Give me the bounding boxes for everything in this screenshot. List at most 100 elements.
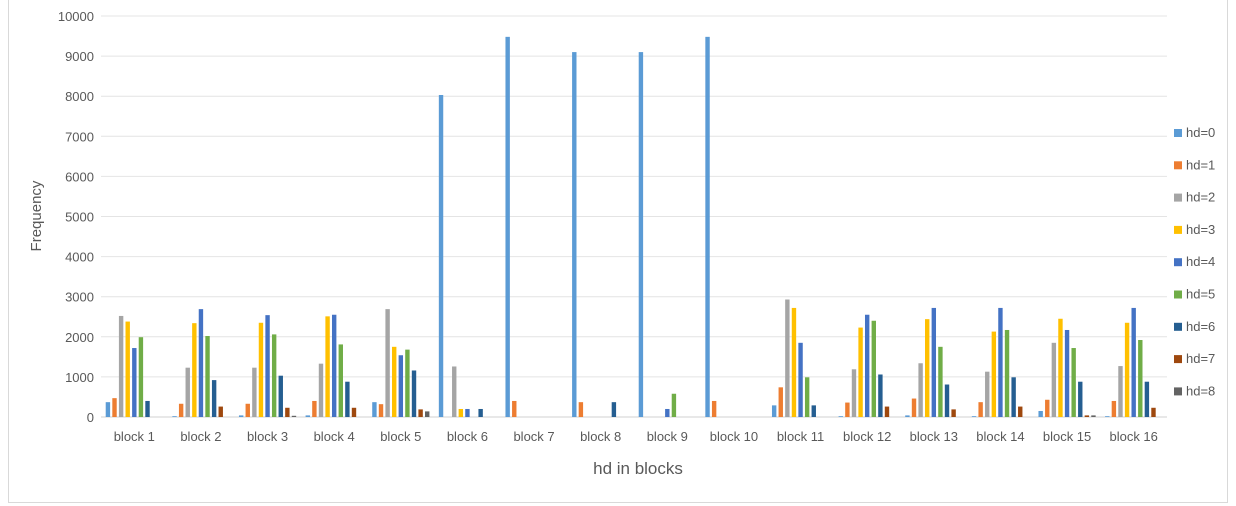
bar [1045, 399, 1050, 417]
y-tick-label: 8000 [65, 89, 94, 104]
bar [798, 342, 803, 417]
y-tick-label: 0 [87, 410, 94, 425]
bar [838, 416, 843, 417]
bar [1078, 381, 1083, 417]
bar [238, 415, 244, 417]
bar [112, 398, 117, 417]
y-tick-labels: 0 1000 2000 3000 4000 5000 6000 7000 8000 9000 100… [58, 9, 94, 425]
x-tick-label: block 10 [710, 429, 758, 444]
bar [312, 400, 317, 417]
bar [1011, 377, 1016, 417]
bar [418, 409, 423, 417]
bar [338, 344, 343, 417]
bar [291, 415, 297, 417]
bar [665, 408, 670, 417]
bar [671, 393, 677, 417]
bar [392, 346, 397, 417]
legend-swatch [1174, 355, 1182, 364]
bar [925, 319, 930, 417]
x-tick-labels: block 1 block 2 block 3 block 4 block 5 block… [114, 429, 1158, 444]
bar [944, 384, 950, 417]
bar [345, 381, 350, 417]
bar [991, 331, 997, 417]
bar [871, 320, 876, 417]
bar [1051, 342, 1057, 417]
bar [211, 380, 217, 417]
bar [411, 370, 417, 417]
bar [778, 387, 783, 417]
y-tick-label: 5000 [65, 210, 94, 225]
x-tick-label: block 11 [777, 429, 824, 444]
bar [192, 323, 197, 417]
bar [318, 363, 324, 417]
legend-swatch [1174, 290, 1182, 299]
x-tick-label: block 4 [314, 429, 355, 444]
bar [971, 416, 977, 417]
legend-label: hd=4 [1186, 254, 1215, 269]
bar [385, 309, 390, 417]
x-tick-label: block 3 [247, 429, 288, 444]
bar [578, 402, 584, 417]
x-tick-label: block 2 [180, 429, 221, 444]
bar [1111, 400, 1117, 417]
legend-label: hd=8 [1186, 383, 1215, 398]
bar [125, 321, 130, 417]
bar [1144, 381, 1150, 417]
x-axis-label: hd in blocks [593, 459, 683, 478]
bar [145, 400, 150, 417]
bar [931, 307, 937, 417]
bar [998, 307, 1003, 417]
bar [711, 400, 717, 417]
legend-swatch [1174, 161, 1182, 170]
legend-label: hd=0 [1186, 125, 1215, 140]
bar [771, 405, 777, 417]
y-tick-label: 9000 [65, 49, 94, 64]
y-tick-label: 3000 [65, 290, 94, 305]
bar [252, 367, 257, 417]
bar [331, 314, 337, 417]
bar [505, 36, 510, 418]
y-tick-label: 4000 [65, 250, 94, 265]
bar [804, 377, 810, 417]
bar [478, 408, 483, 417]
bar [1084, 415, 1090, 417]
chart-frame [8, 0, 1228, 503]
x-tick-label: block 6 [447, 429, 488, 444]
legend-label: hd=6 [1186, 319, 1215, 334]
bar [811, 405, 816, 417]
bar [878, 374, 883, 417]
x-tick-label: block 9 [647, 429, 688, 444]
bars [105, 36, 1156, 418]
x-tick-label: block 12 [843, 429, 891, 444]
y-tick-label: 6000 [65, 169, 94, 184]
bar [278, 375, 283, 417]
bar [465, 408, 470, 417]
bar [572, 52, 577, 418]
bar [918, 363, 923, 417]
bar [118, 315, 124, 417]
bar [271, 334, 277, 417]
legend-label: hd=7 [1186, 351, 1215, 366]
bar [1018, 406, 1023, 417]
bar [858, 327, 863, 417]
bar [138, 337, 144, 417]
bar [1004, 329, 1010, 417]
bar [791, 307, 797, 417]
x-tick-label: block 8 [580, 429, 621, 444]
y-tick-label: 2000 [65, 330, 94, 345]
x-tick-label: block 15 [1043, 429, 1091, 444]
y-tick-label: 1000 [65, 370, 94, 385]
bar [985, 371, 990, 417]
bar [1105, 416, 1110, 417]
legend-label: hd=5 [1186, 287, 1215, 302]
bar [218, 406, 223, 417]
x-tick-label: block 16 [1109, 429, 1157, 444]
bar [884, 406, 890, 417]
bar [372, 402, 377, 417]
bar [938, 346, 943, 417]
bar [785, 299, 790, 417]
bar [205, 335, 210, 417]
bar [452, 366, 457, 417]
x-tick-label: block 1 [114, 429, 155, 444]
bar [978, 402, 983, 417]
